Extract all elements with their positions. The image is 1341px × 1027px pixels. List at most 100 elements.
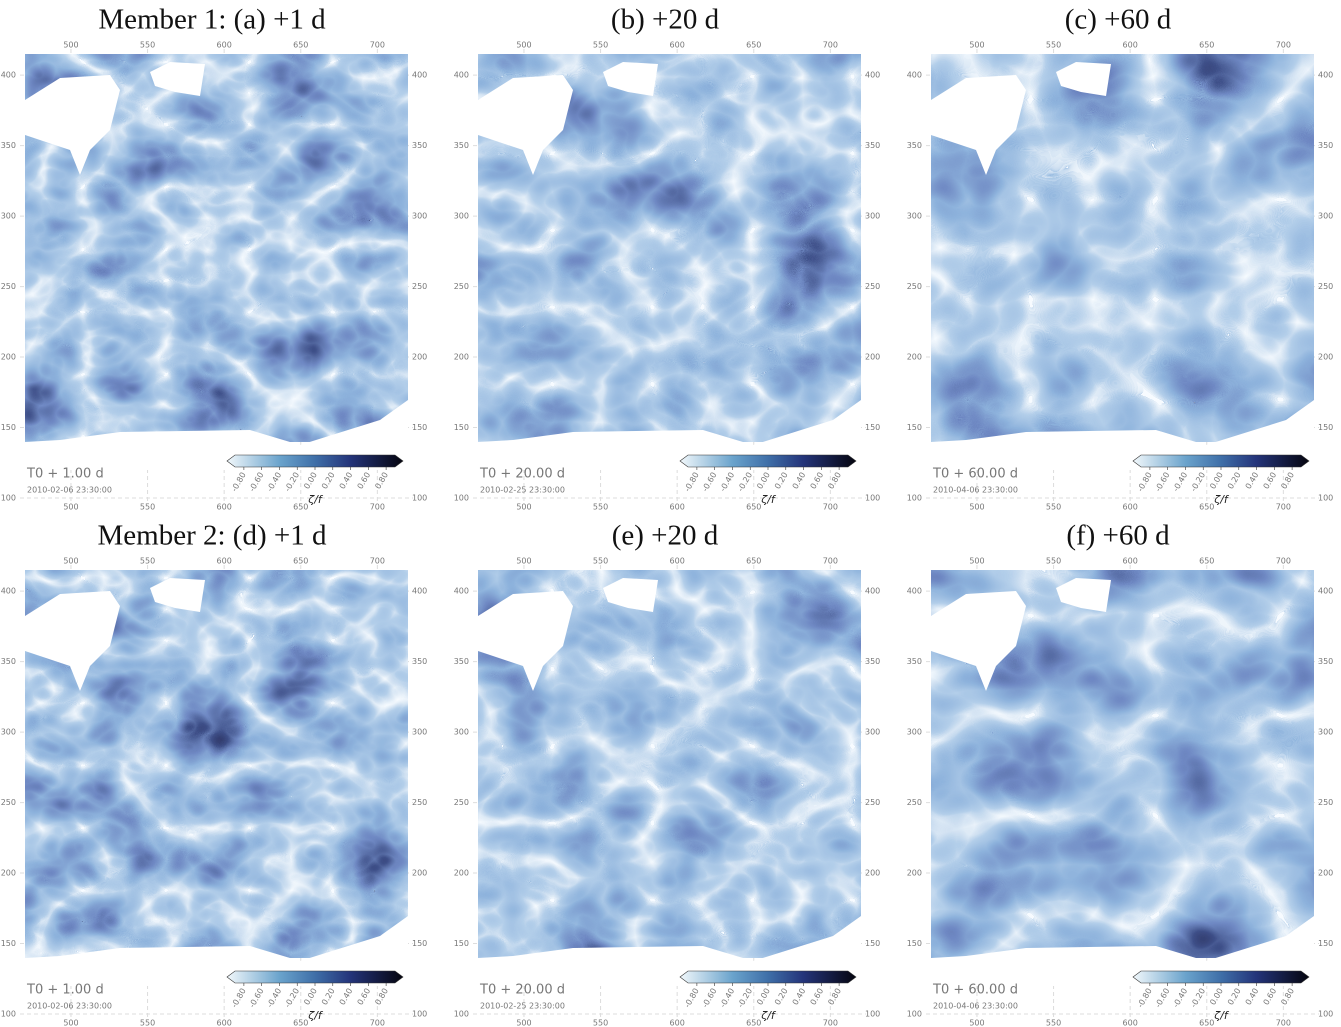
panel-title: (f) +60 d — [1066, 520, 1170, 552]
y-tick-label: 300 — [907, 212, 922, 221]
x-tick-label: 550 — [593, 1019, 608, 1027]
coast — [931, 916, 1314, 986]
x-tick-label: 700 — [370, 1019, 385, 1027]
colorbar-label: ζ/f — [307, 493, 324, 506]
panel: (e) +20 d 500 500 550 550 600 600 650 650 700 700 1… — [454, 520, 881, 1027]
y-tick-label: 250 — [1318, 798, 1333, 807]
colorbar-label: ζ/f — [1213, 493, 1230, 506]
colorbar-tick-label: -0.60 — [1153, 987, 1171, 1009]
colorbar-tick-label: -0.40 — [718, 987, 736, 1009]
y-tick-label: 100 — [412, 494, 427, 503]
date-label: 2010-02-25 23:30:00 — [480, 486, 565, 495]
y-tick-label: 150 — [454, 423, 469, 432]
date-label: 2010-04-06 23:30:00 — [933, 486, 1018, 495]
y-tick-label: 150 — [454, 939, 469, 948]
colorbar-tick-label: -0.80 — [230, 987, 248, 1009]
land — [478, 75, 573, 175]
colorbar-tick-label: -0.60 — [1153, 471, 1171, 493]
coast — [25, 400, 408, 470]
colorbar-tick-label: 0.80 — [826, 471, 843, 491]
y-tick-label: 400 — [1, 71, 16, 80]
y-tick-label: 400 — [907, 587, 922, 596]
colorbar-tick-label: -0.60 — [700, 987, 718, 1009]
colorbar-tick-label: 0.40 — [1244, 471, 1261, 491]
panel-title: Member 1: (a) +1 d — [98, 4, 326, 36]
x-tick-label: 700 — [1276, 41, 1291, 50]
colorbar-tick-label: 0.80 — [826, 987, 843, 1007]
land — [25, 75, 120, 175]
time-label: T0 + 20.00 d — [479, 467, 565, 482]
y-tick-label: 350 — [1, 657, 16, 666]
x-tick-label: 550 — [140, 41, 155, 50]
y-tick-label: 350 — [1, 141, 16, 150]
land — [478, 591, 573, 691]
y-tick-label: 400 — [865, 587, 880, 596]
x-tick-label: 550 — [1046, 503, 1061, 512]
y-tick-label: 100 — [454, 1010, 469, 1019]
time-label: T0 + 1.00 d — [26, 983, 104, 998]
y-tick-label: 400 — [454, 71, 469, 80]
land — [931, 591, 1026, 691]
time-label: T0 + 60.00 d — [932, 983, 1018, 998]
x-tick-label: 500 — [969, 503, 984, 512]
time-label: T0 + 1.00 d — [26, 467, 104, 482]
x-tick-label: 550 — [1046, 557, 1061, 566]
x-tick-label: 650 — [293, 557, 308, 566]
y-tick-label: 400 — [1318, 587, 1333, 596]
colorbar-tick-label: -0.60 — [247, 987, 265, 1009]
colorbar-tick-label: 0.60 — [809, 987, 826, 1007]
x-tick-label: 650 — [1199, 41, 1214, 50]
y-tick-label: 400 — [412, 587, 427, 596]
x-tick-label: 650 — [746, 503, 761, 512]
x-tick-label: 600 — [1123, 557, 1138, 566]
colorbar-tick-label: 0.80 — [373, 471, 390, 491]
y-tick-label: 400 — [907, 71, 922, 80]
y-tick-label: 200 — [865, 869, 880, 878]
colorbar-label: ζ/f — [1213, 1009, 1230, 1022]
y-tick-label: 200 — [412, 869, 427, 878]
y-tick-label: 200 — [907, 869, 922, 878]
x-tick-label: 700 — [823, 503, 838, 512]
colorbar-tick-label: 0.00 — [302, 471, 319, 491]
y-tick-label: 100 — [454, 494, 469, 503]
colorbar-tick-label: 0.60 — [809, 471, 826, 491]
colorbar-tick-label: -0.20 — [1189, 471, 1207, 493]
x-tick-label: 500 — [63, 1019, 78, 1027]
y-tick-label: 300 — [412, 728, 427, 737]
date-label: 2010-02-06 23:30:00 — [27, 486, 112, 495]
y-tick-label: 350 — [412, 657, 427, 666]
date-label: 2010-02-25 23:30:00 — [480, 1002, 565, 1011]
y-tick-label: 250 — [1, 798, 16, 807]
colorbar-tick-label: -0.20 — [283, 471, 301, 493]
colorbar-tick-label: 0.20 — [773, 987, 790, 1007]
land — [603, 62, 658, 96]
y-tick-label: 300 — [865, 212, 880, 221]
y-tick-label: 100 — [1, 494, 16, 503]
colorbar — [226, 454, 404, 468]
colorbar-tick-label: 0.00 — [1208, 471, 1225, 491]
colorbar-label: ζ/f — [760, 493, 777, 506]
x-tick-label: 550 — [1046, 41, 1061, 50]
x-tick-label: 500 — [63, 557, 78, 566]
coast — [931, 400, 1314, 470]
colorbar-tick-label: 0.40 — [791, 471, 808, 491]
y-tick-label: 100 — [1, 1010, 16, 1019]
x-tick-label: 500 — [63, 41, 78, 50]
colorbar-tick-label: -0.80 — [683, 471, 701, 493]
y-tick-label: 400 — [1, 587, 16, 596]
y-tick-label: 200 — [907, 353, 922, 362]
y-tick-label: 250 — [454, 282, 469, 291]
panel-title: (b) +20 d — [611, 4, 720, 36]
colorbar-tick-label: -0.20 — [283, 987, 301, 1009]
x-tick-label: 650 — [1199, 503, 1214, 512]
y-tick-label: 400 — [412, 71, 427, 80]
y-tick-label: 250 — [907, 798, 922, 807]
y-tick-label: 150 — [1318, 423, 1333, 432]
y-tick-label: 250 — [412, 282, 427, 291]
time-label: T0 + 20.00 d — [479, 983, 565, 998]
y-tick-label: 100 — [907, 494, 922, 503]
colorbar-tick-label: 0.60 — [356, 987, 373, 1007]
y-tick-label: 100 — [907, 1010, 922, 1019]
x-tick-label: 550 — [140, 1019, 155, 1027]
